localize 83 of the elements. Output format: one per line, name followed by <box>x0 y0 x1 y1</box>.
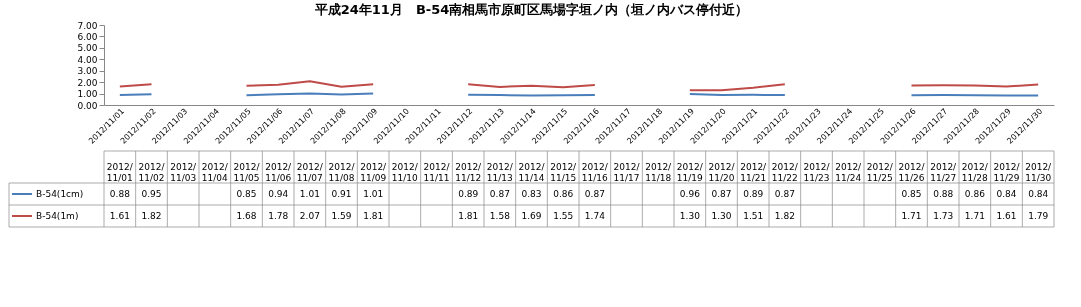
data-label: 2.07 <box>299 211 320 221</box>
data-label: 1.30 <box>711 211 732 221</box>
data-label: 1.01 <box>363 189 384 199</box>
category-label: 2012/11/30 <box>1025 162 1052 183</box>
legend-label: B-54(1m) <box>36 211 79 221</box>
category-label: 2012/11/08 <box>328 162 355 183</box>
data-label: 0.85 <box>236 189 257 199</box>
category-label: 2012/11/01 <box>106 162 133 183</box>
data-label: 0.89 <box>743 189 764 199</box>
category-label: 2012/11/16 <box>581 162 608 183</box>
data-label: 0.84 <box>996 189 1017 199</box>
category-label: 2012/11/06 <box>265 162 292 183</box>
data-label: 1.30 <box>679 211 701 221</box>
y-tick-label: 0.00 <box>77 100 98 111</box>
category-label: 2012/11/05 <box>233 162 260 183</box>
y-tick-label: 2.00 <box>77 77 98 88</box>
data-label: 1.81 <box>363 211 384 221</box>
legend-label: B-54(1cm) <box>36 189 84 199</box>
category-label: 2012/11/29 <box>993 162 1020 183</box>
category-label: 2012/11/26 <box>898 162 925 183</box>
category-label: 2012/11/22 <box>771 162 798 183</box>
category-label: 2012/11/12 <box>455 162 482 183</box>
data-label: 0.84 <box>1028 189 1049 199</box>
data-label: 1.55 <box>553 211 574 221</box>
data-label: 1.71 <box>901 211 922 221</box>
category-label: 2012/11/25 <box>866 162 893 183</box>
data-label: 0.87 <box>489 189 510 199</box>
category-label: 2012/11/07 <box>296 162 323 183</box>
category-label: 2012/11/17 <box>613 162 640 183</box>
data-label: 1.82 <box>774 211 795 221</box>
data-label: 0.88 <box>933 189 954 199</box>
y-tick-label: 3.00 <box>77 66 98 77</box>
data-label: 0.95 <box>141 189 162 199</box>
data-label: 0.86 <box>553 189 574 199</box>
category-label: 2012/11/14 <box>518 162 545 183</box>
y-tick-label: 4.00 <box>77 54 98 65</box>
category-label: 2012/11/23 <box>803 162 830 183</box>
category-label: 2012/11/19 <box>676 162 703 183</box>
category-label: 2012/11/11 <box>423 162 450 183</box>
data-label: 1.71 <box>964 211 985 221</box>
data-label: 0.89 <box>458 189 479 199</box>
data-label: 0.94 <box>268 189 289 199</box>
data-label: 1.82 <box>141 211 162 221</box>
category-label: 2012/11/13 <box>486 162 513 183</box>
category-label: 2012/11/09 <box>360 162 387 183</box>
category-label: 2012/11/04 <box>201 162 228 183</box>
chart-title: 平成24年11月 B-54南相馬市原町区馬場字垣ノ内（垣ノ内バス停付近） <box>313 2 749 17</box>
category-label: 2012/11/27 <box>930 162 957 183</box>
data-label: 1.68 <box>236 211 257 221</box>
data-label: 0.87 <box>774 189 795 199</box>
data-label: 1.78 <box>268 211 289 221</box>
data-label: 1.79 <box>1028 211 1049 221</box>
category-label: 2012/11/03 <box>170 162 197 183</box>
data-label: 0.87 <box>711 189 732 199</box>
category-label: 2012/11/02 <box>138 162 165 183</box>
y-tick-label: 1.00 <box>77 89 98 100</box>
data-label: 1.51 <box>743 211 764 221</box>
data-label: 1.69 <box>521 211 542 221</box>
y-tick-label: 7.00 <box>77 20 98 31</box>
category-label: 2012/11/28 <box>961 162 988 183</box>
data-label: 1.73 <box>933 211 954 221</box>
data-label: 1.61 <box>996 211 1017 221</box>
data-label: 1.74 <box>584 211 606 221</box>
category-label: 2012/11/21 <box>740 162 767 183</box>
data-label: 0.87 <box>584 189 605 199</box>
data-label: 0.86 <box>964 189 986 199</box>
category-label: 2012/11/15 <box>550 162 577 183</box>
data-label: 1.81 <box>458 211 479 221</box>
data-label: 0.85 <box>901 189 922 199</box>
data-label: 0.91 <box>331 189 352 199</box>
data-label: 0.88 <box>109 189 131 199</box>
category-label: 2012/11/20 <box>708 162 735 183</box>
y-tick-label: 5.00 <box>77 43 98 54</box>
category-label: 2012/11/24 <box>835 162 862 183</box>
data-label: 0.96 <box>679 189 701 199</box>
category-label: 2012/11/18 <box>645 162 672 183</box>
y-tick-label: 6.00 <box>77 31 98 42</box>
data-label: 1.61 <box>109 211 130 221</box>
category-label: 2012/11/10 <box>391 162 418 183</box>
data-label: 1.01 <box>299 189 320 199</box>
data-label: 1.59 <box>331 211 352 221</box>
data-label: 1.58 <box>489 211 511 221</box>
data-label: 0.83 <box>521 189 542 199</box>
